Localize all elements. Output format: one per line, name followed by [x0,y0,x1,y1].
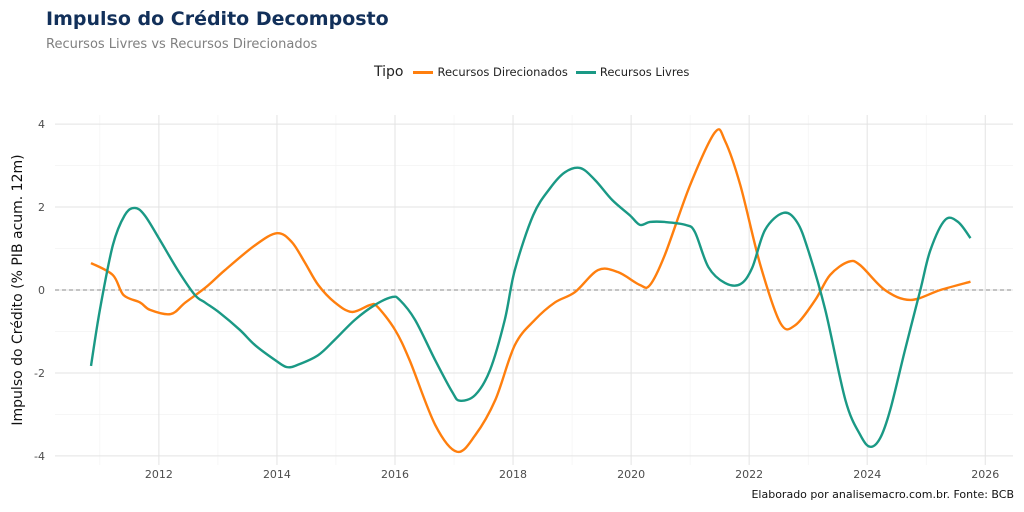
x-tick-label: 2022 [735,468,763,481]
y-axis-label: Impulso do Crédito (% PIB acum. 12m) [10,154,26,425]
x-tick-label: 2014 [263,468,291,481]
x-tick-label: 2024 [853,468,881,481]
x-tick-label: 2012 [145,468,173,481]
legend: Tipo Recursos Direcionados Recursos Livr… [374,64,697,80]
x-tick-label: 2016 [381,468,409,481]
series-line-recursos-livres [89,166,972,448]
x-tick-label: 2026 [971,468,999,481]
legend-item-livres: Recursos Livres [575,65,690,79]
caption: Elaborado por analisemacro.com.br. Fonte… [751,488,1014,501]
y-tick-label: 0 [38,284,45,297]
y-tick-label: 4 [38,118,45,131]
x-tick-label: 2020 [617,468,645,481]
legend-title: Tipo [374,64,404,80]
y-tick-label: -4 [34,450,45,463]
legend-label: Recursos Direcionados [437,65,568,79]
legend-swatch-direcionados [413,70,434,74]
legend-label: Recursos Livres [599,65,690,79]
y-tick-label: 2 [38,201,45,214]
y-tick-label: -2 [34,367,45,380]
x-tick-label: 2018 [499,468,527,481]
chart-subtitle: Recursos Livres vs Recursos Direcionados [46,37,318,52]
series-line-recursos-direcionados [90,128,971,454]
chart-title: Impulso do Crédito Decomposto [46,8,389,30]
legend-item-direcionados: Recursos Direcionados [413,65,568,79]
legend-swatch-livres [575,70,596,74]
